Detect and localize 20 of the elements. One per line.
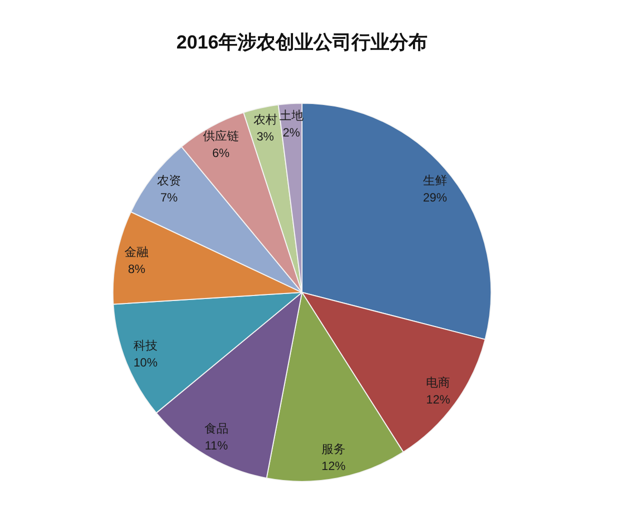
- data-label: 8%: [128, 262, 146, 276]
- data-label: 12%: [322, 459, 346, 474]
- data-label: 3%: [256, 129, 274, 144]
- slice-label: 食品: [204, 422, 228, 436]
- slice-label: 农资: [157, 174, 182, 188]
- data-label: 7%: [160, 190, 178, 205]
- slice-label: 科技: [134, 338, 158, 353]
- slice-label: 电商: [426, 376, 450, 390]
- slice-label: 服务: [322, 442, 346, 456]
- data-label: 12%: [426, 392, 450, 407]
- data-label: 11%: [204, 438, 228, 453]
- slice-label: 金融: [124, 245, 149, 260]
- slice-label: 生鲜: [422, 174, 447, 188]
- slice-label: 供应链: [202, 129, 239, 144]
- slice-label: 农村: [253, 112, 278, 126]
- data-label: 10%: [134, 356, 158, 370]
- data-label: 29%: [422, 190, 448, 205]
- data-label: 2%: [282, 126, 300, 140]
- chart-title: 2016年涉农创业公司行业分布: [176, 32, 428, 54]
- data-label: 6%: [212, 146, 230, 160]
